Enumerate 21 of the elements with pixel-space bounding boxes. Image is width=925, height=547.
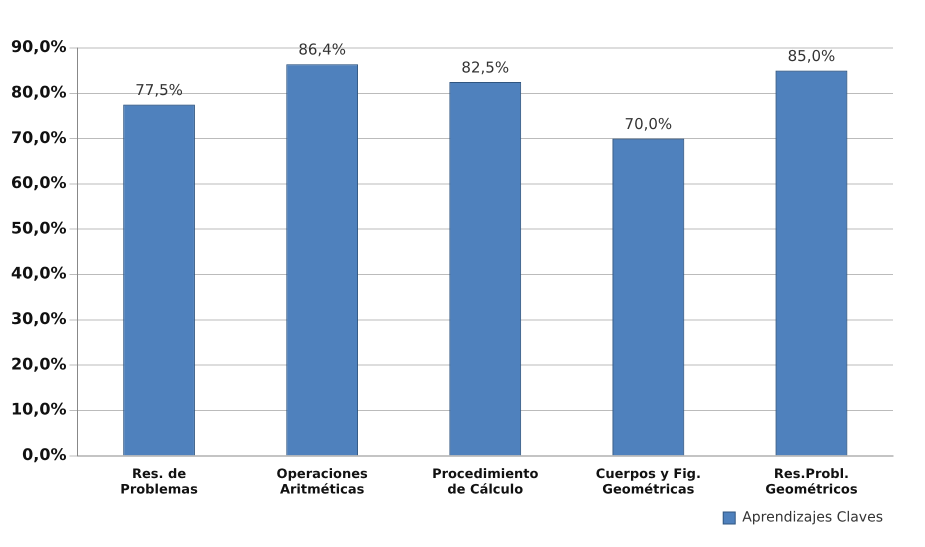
y-tick-label: 60,0% <box>10 173 67 192</box>
x-tick-label: Operaciones Aritméticas <box>276 466 368 498</box>
legend-label: Aprendizajes Claves <box>742 510 884 526</box>
y-tick-label: 50,0% <box>10 218 67 238</box>
data-label: 85,0% <box>788 47 836 66</box>
data-label: 82,5% <box>461 58 510 76</box>
data-label: 86,4% <box>298 40 346 59</box>
data-label: 70,0% <box>624 115 672 134</box>
y-tick-label: 10,0% <box>10 400 67 419</box>
y-tick-label: 0,0% <box>22 444 67 464</box>
y-tick-label: 70,0% <box>10 128 67 147</box>
y-tick-label: 20,0% <box>10 354 67 374</box>
x-tick-label: Cuerpos y Fig. Geométricas <box>596 466 701 498</box>
y-tick-label: 90,0% <box>10 37 67 56</box>
data-label: 77,5% <box>135 81 183 100</box>
y-tick-label: 40,0% <box>10 264 67 283</box>
x-tick-label: Res. de Problemas <box>120 466 198 498</box>
y-tick-label: 80,0% <box>10 82 67 102</box>
y-tick-label: 30,0% <box>10 309 67 328</box>
x-tick-label: Procedimiento de Cálculo <box>432 466 539 498</box>
x-tick-label: Res.Probl. Geométricos <box>765 466 858 498</box>
